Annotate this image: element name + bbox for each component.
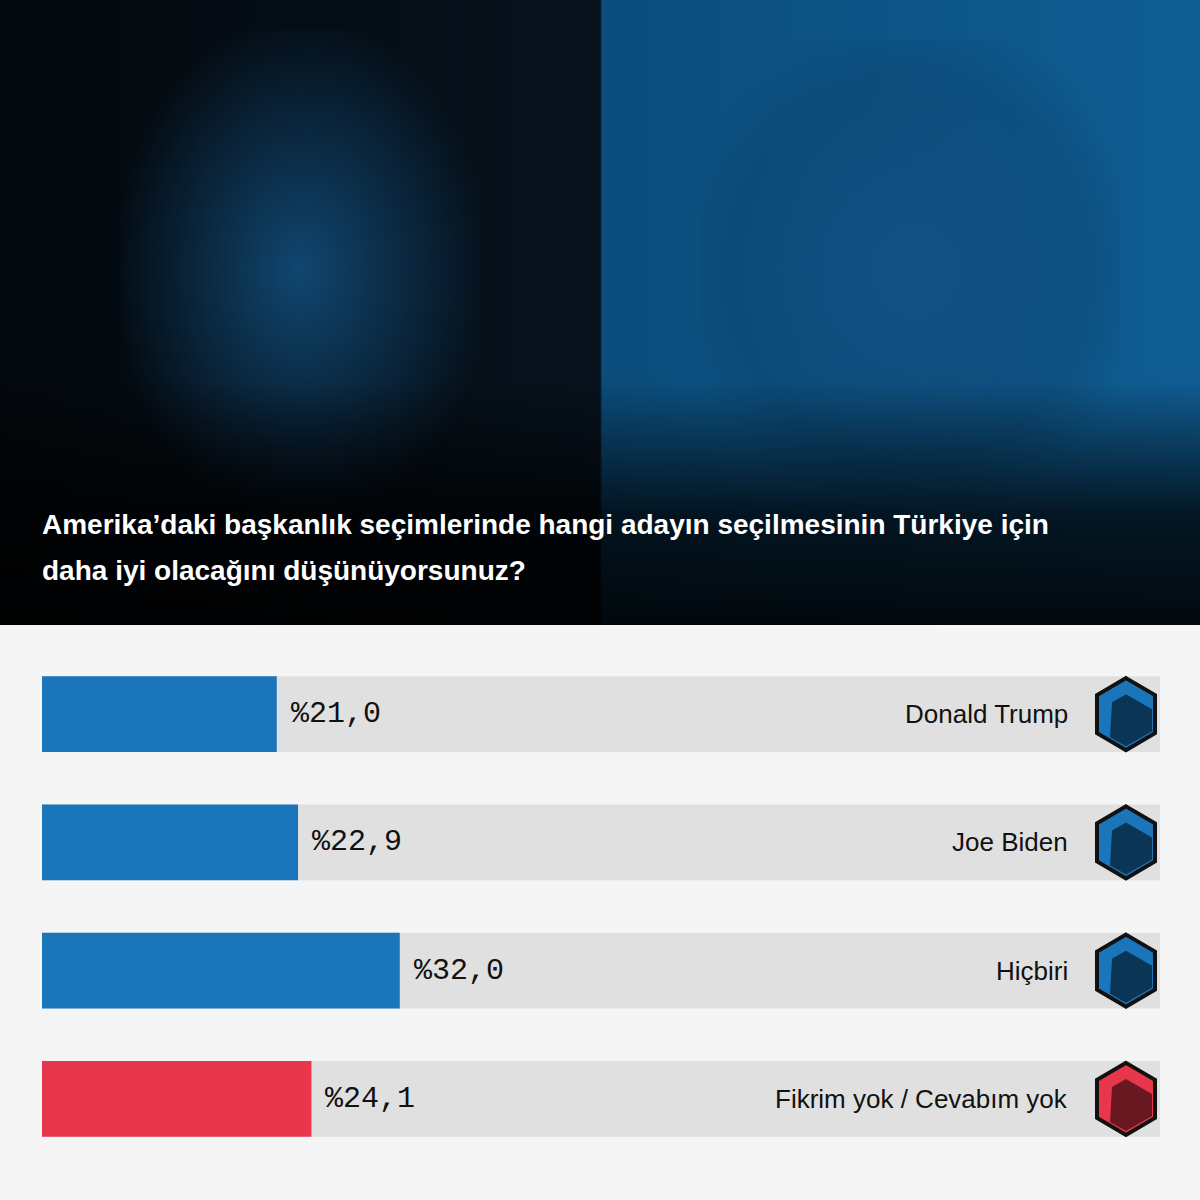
svg-text:%32,0: %32,0	[414, 954, 504, 988]
svg-text:%21,0: %21,0	[291, 697, 381, 731]
svg-text:Joe Biden: Joe Biden	[952, 827, 1068, 857]
svg-text:Donald Trump: Donald Trump	[905, 699, 1068, 729]
html-text:Amerika’daki başkanlık seçimle: Amerika’daki başkanlık seçimlerinde hang…	[42, 509, 1049, 586]
svg-text:Fikrim yok / Cevabım yok: Fikrim yok / Cevabım yok	[775, 1084, 1068, 1114]
svg-text:Hiçbiri: Hiçbiri	[996, 956, 1068, 986]
svg-text:%24,1: %24,1	[325, 1082, 415, 1116]
svg-text:%22,9: %22,9	[312, 825, 402, 859]
